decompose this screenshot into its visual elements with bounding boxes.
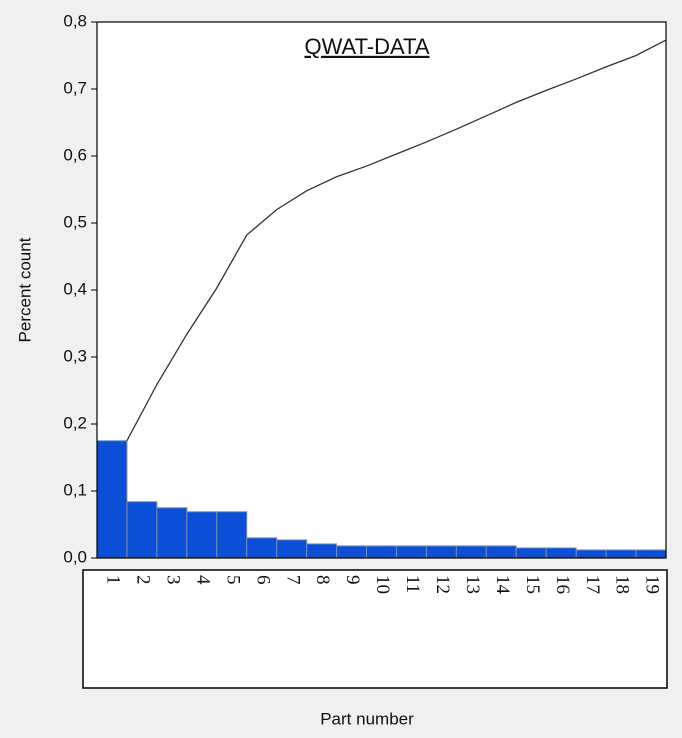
- bar: [605, 549, 637, 559]
- y-tick-label: 0,1: [63, 480, 87, 499]
- bar: [276, 539, 308, 559]
- bar: [366, 545, 397, 559]
- bar: [336, 545, 368, 559]
- bar: [306, 543, 338, 559]
- y-axis-label: Percent count: [15, 237, 34, 342]
- x-tick-label: 3: [163, 575, 184, 585]
- y-tick-label: 0,3: [63, 346, 87, 365]
- x-tick-label: 18: [612, 575, 633, 594]
- bar: [575, 549, 607, 559]
- x-tick-label: 17: [582, 575, 603, 594]
- bar: [216, 511, 248, 559]
- bar: [395, 545, 427, 559]
- y-tick-label: 0,8: [63, 11, 87, 30]
- bar: [186, 511, 218, 559]
- bar: [635, 549, 667, 559]
- x-tick-label: 4: [192, 575, 213, 585]
- x-tick-label: 15: [522, 575, 543, 594]
- x-tick-label: 7: [282, 575, 303, 585]
- chart-title: QWAT-DATA: [304, 34, 429, 59]
- x-axis-label: Part number: [320, 709, 414, 728]
- x-tick-label: 8: [312, 575, 333, 585]
- cumulative-line: [126, 39, 667, 442]
- x-tick-label: 5: [222, 575, 243, 585]
- bar: [455, 545, 487, 559]
- x-tick-label: 6: [252, 575, 273, 585]
- category-box: [82, 569, 668, 689]
- plot-area: [97, 22, 666, 558]
- bar: [485, 545, 517, 559]
- bar: [156, 507, 188, 559]
- x-tick-label: 1: [103, 575, 124, 585]
- bar: [96, 440, 128, 559]
- y-tick-label: 0,6: [63, 145, 87, 164]
- x-tick-label: 13: [462, 575, 483, 594]
- y-tick-label: 0,2: [63, 413, 87, 432]
- x-tick-label: 19: [642, 575, 663, 594]
- x-tick-label: 14: [492, 575, 513, 595]
- bar: [515, 547, 547, 559]
- y-tick-label: 0,4: [63, 279, 87, 298]
- y-tick-label: 0,7: [63, 78, 87, 97]
- y-tick-label: 0,0: [63, 547, 87, 566]
- bar: [545, 547, 577, 559]
- x-tick-label: 10: [372, 575, 393, 594]
- bar: [425, 545, 457, 559]
- plot-frame: [96, 21, 667, 559]
- x-tick-label: 12: [432, 575, 453, 594]
- y-tick-label: 0,5: [63, 212, 87, 231]
- bar: [246, 537, 278, 559]
- x-tick-label: 9: [342, 575, 363, 585]
- bar: [126, 501, 158, 559]
- x-tick-label: 2: [133, 575, 154, 585]
- x-tick-label: 16: [552, 575, 573, 594]
- x-tick-label: 11: [402, 575, 423, 593]
